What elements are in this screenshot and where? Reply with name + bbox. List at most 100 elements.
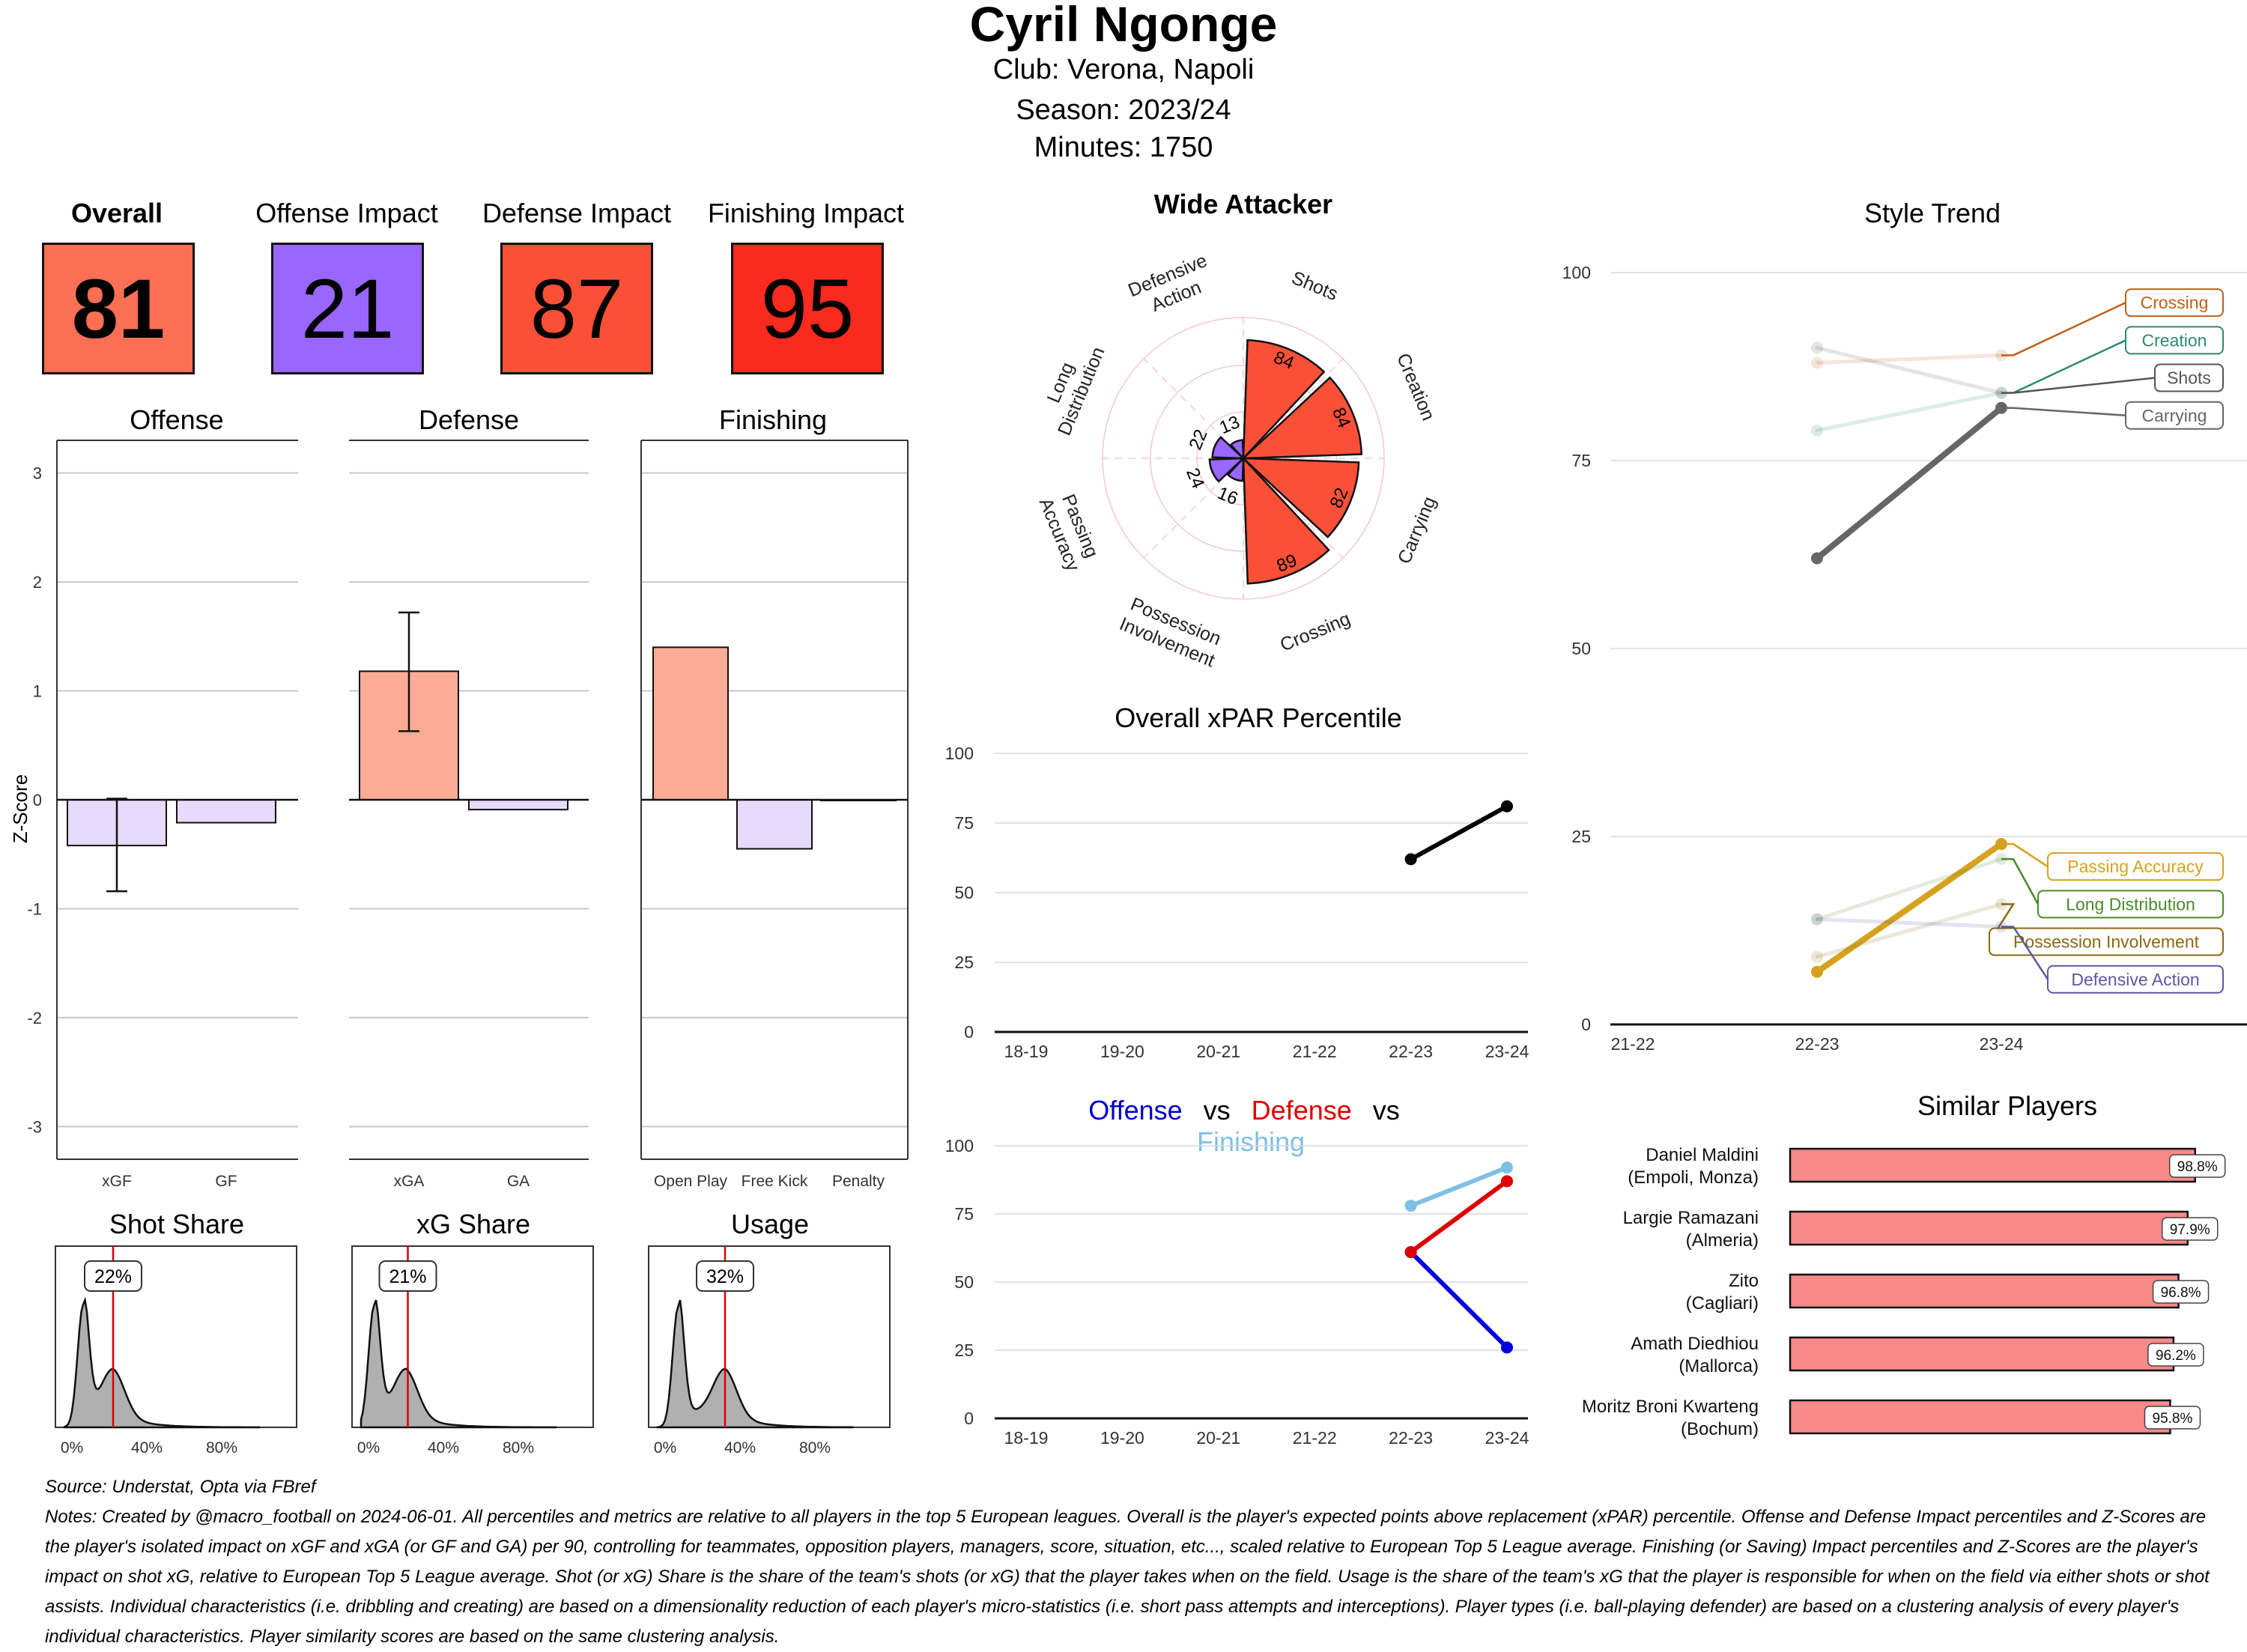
zscore-bar <box>736 799 813 850</box>
similar-player-name: Daniel Maldini <box>1646 1145 1759 1165</box>
impact-series-line <box>1408 1179 1509 1254</box>
radar-wedge <box>1240 376 1363 460</box>
density-label-box <box>378 1260 437 1292</box>
zscore-bar <box>176 799 276 824</box>
zscore-x-tick: Open Play <box>654 1173 728 1190</box>
defense-impact-label: Defense Impact <box>482 198 672 228</box>
offense-impact-box: 21 <box>271 243 424 374</box>
radar-spoke <box>1243 458 1344 559</box>
style-label-box <box>2047 852 2224 881</box>
impact-x-tick: 23-24 <box>1485 1428 1529 1448</box>
radar-value-label: 22 <box>1185 427 1211 453</box>
source-note: Source: Understat, Opta via FBref <box>45 1477 316 1497</box>
style-label-leader <box>2001 926 2049 980</box>
impact-x-tick: 22-23 <box>1389 1428 1433 1448</box>
defense-impact-box: 87 <box>500 243 653 374</box>
similar-player-bar <box>1789 1273 2180 1309</box>
density-x-tick: 80% <box>206 1439 237 1457</box>
style-series-label: Carrying <box>2142 406 2207 425</box>
similar-player-name: (Mallorca) <box>1679 1356 1759 1376</box>
xpar-x-tick: 23-24 <box>1485 1042 1529 1061</box>
impact-y-tick: 50 <box>954 1272 974 1292</box>
impact-x-tick: 20-21 <box>1196 1428 1240 1448</box>
club-line: Club: Verona, Napoli <box>992 54 1255 85</box>
xpar-line-chart: 0 25 50 75 100 18-19 19-20 20-21 21-22 22-23 23-24 <box>945 744 1529 1061</box>
offense-impact-label: Offense Impact <box>255 198 438 228</box>
style-label-leader <box>2001 377 2156 394</box>
zscore-bar-chart: Z-Score -3 -2 -1 0 1 2 3 xGF GF xGA GA Open Play Fre… <box>9 440 909 1190</box>
style-point <box>1811 552 1823 565</box>
density-x-tick: 40% <box>428 1439 459 1457</box>
xpar-y-tick: 0 <box>964 1022 974 1042</box>
offense-panel-title: Offense <box>130 404 224 435</box>
style-y-tick: 75 <box>1571 451 1591 470</box>
xpar-y-tick: 100 <box>945 744 974 763</box>
style-label-leader <box>2001 857 2040 905</box>
style-point <box>1811 356 1823 369</box>
similar-player-name: Largie Ramazani <box>1623 1208 1759 1228</box>
style-label-box <box>1989 927 2224 956</box>
radar-value-label: 16 <box>1215 483 1241 509</box>
offense-impact-value: 21 <box>300 261 395 356</box>
style-point <box>1811 341 1823 354</box>
impact-title-offense: Offense <box>1088 1095 1183 1126</box>
overall-score-box: 81 <box>42 243 195 374</box>
density-label-box <box>696 1260 754 1292</box>
xpar-x-tick: 19-20 <box>1100 1042 1144 1061</box>
zscore-x-tick: Penalty <box>832 1173 885 1190</box>
style-series-line <box>1815 345 2004 395</box>
zscore-y-tick: 1 <box>33 682 42 701</box>
density-label: 32% <box>706 1266 744 1287</box>
similar-player-score: 96.8% <box>2161 1285 2201 1301</box>
style-series-label: Shots <box>2167 368 2211 388</box>
similar-label-box <box>2152 1280 2210 1304</box>
impact-title-finishing: Finishing <box>1196 1126 1306 1157</box>
xpar-series-line <box>1408 804 1509 862</box>
style-series-line <box>1815 353 2004 365</box>
impact-line-chart: 0 25 50 75 100 18-19 19-20 20-21 21-22 22-23 23-24 <box>945 1136 1529 1448</box>
density-label: 21% <box>389 1266 426 1287</box>
similar-player-bar <box>1789 1210 2189 1246</box>
style-trend-chart: 0 25 50 75 100 21-22 22-23 23-24 Crossing Creatio… <box>1562 263 2247 1054</box>
defense-panel-title: Defense <box>418 404 520 435</box>
radar-category-label: Carrying <box>1394 494 1440 567</box>
impact-title-defense: Defense <box>1251 1095 1352 1126</box>
radar-wedge <box>1208 457 1246 483</box>
radar-value-label: 24 <box>1182 465 1208 491</box>
style-series-label: Crossing <box>2141 293 2209 312</box>
style-point <box>1811 913 1823 926</box>
similar-player-score: 98.8% <box>2177 1159 2218 1175</box>
xpar-x-tick: 18-19 <box>1004 1042 1049 1061</box>
style-trend-title: Style Trend <box>1864 198 2001 228</box>
style-x-tick: 21-22 <box>1611 1034 1655 1054</box>
style-label-box <box>2125 401 2224 430</box>
xpar-y-tick: 25 <box>954 953 974 972</box>
zscore-y-tick: -3 <box>27 1117 42 1136</box>
xpar-x-tick: 21-22 <box>1293 1042 1337 1061</box>
radar-spoke <box>1143 358 1244 459</box>
style-label-box <box>2125 288 2224 318</box>
style-y-tick: 25 <box>1571 827 1591 846</box>
zscore-x-tick: xGF <box>102 1173 132 1190</box>
impact-y-tick: 100 <box>945 1136 974 1156</box>
similar-label-box <box>2161 1217 2219 1241</box>
finishing-impact-label: Finishing Impact <box>707 198 905 228</box>
similar-player-name: (Empoli, Monza) <box>1628 1167 1759 1188</box>
zscore-y-tick: 3 <box>33 464 42 483</box>
radar-wedge <box>1229 439 1245 461</box>
radar-value-label: 13 <box>1216 412 1243 438</box>
zscore-y-tick: -1 <box>27 899 42 918</box>
impact-x-tick: 21-22 <box>1293 1428 1337 1448</box>
radar-category-label: Crossing <box>1277 608 1353 656</box>
notes-text: Notes: Created by @macro_football on 202… <box>45 1507 2210 1647</box>
density-label-box <box>84 1260 142 1292</box>
zscore-bar <box>652 646 729 801</box>
overall-score-label: Overall <box>70 198 163 228</box>
radar-ring <box>1150 365 1337 552</box>
xpar-point <box>1501 800 1513 813</box>
style-point <box>1811 965 1823 978</box>
impact-x-tick: 18-19 <box>1004 1428 1049 1448</box>
style-label-leader <box>2001 842 2049 868</box>
xpar-y-tick: 50 <box>954 883 974 902</box>
impact-point <box>1404 1245 1417 1258</box>
